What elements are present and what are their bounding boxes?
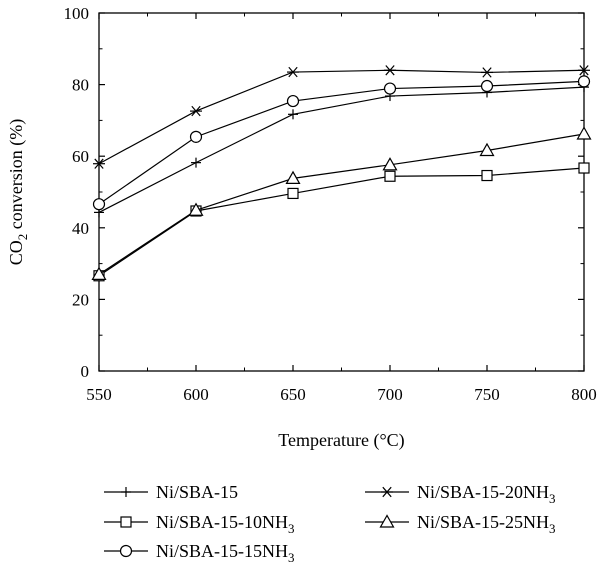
- data-point-s1-600: [191, 157, 201, 168]
- series-4: [93, 65, 590, 169]
- legend-label: Ni/SBA-15-15NH3: [156, 541, 295, 565]
- legend-label: Ni/SBA-15: [156, 482, 238, 502]
- series-line-5: [98, 133, 585, 275]
- data-point-s3-550: [92, 198, 106, 211]
- data-point-s3-650: [286, 94, 300, 108]
- legend-item-3: Ni/SBA-15-15NH3: [104, 541, 295, 565]
- series-3: [92, 75, 591, 211]
- legend-label: Ni/SBA-15-25NH3: [417, 512, 556, 536]
- x-tick-label-550: 550: [86, 385, 112, 404]
- data-point-s5-800: [576, 126, 592, 140]
- data-point-s2-800: [578, 162, 590, 174]
- legend-item-4: Ni/SBA-15-20NH3: [365, 482, 556, 506]
- data-point-s4-800: [578, 65, 590, 76]
- legend-item-2: Ni/SBA-15-10NH3: [104, 512, 295, 536]
- x-tick-label-800: 800: [571, 385, 597, 404]
- series-line-1: [98, 86, 585, 213]
- data-point-s2-750: [481, 169, 493, 182]
- y-tick-label-20: 20: [72, 290, 89, 309]
- x-tick-label-650: 650: [280, 385, 306, 404]
- plot-frame: [98, 12, 585, 372]
- y-tick-label-60: 60: [72, 147, 89, 166]
- data-point-s4-600: [190, 105, 202, 117]
- legend-item-5: Ni/SBA-15-25NH3: [365, 512, 556, 536]
- data-point-s5-700: [382, 157, 398, 171]
- series-line-2: [98, 167, 585, 277]
- x-tick-label-700: 700: [377, 385, 403, 404]
- legend-item-1: Ni/SBA-15: [104, 482, 238, 502]
- legend-marker: [120, 516, 132, 528]
- y-tick-label-40: 40: [72, 219, 89, 238]
- data-point-s5-750: [479, 142, 495, 157]
- data-point-s3-750: [480, 79, 494, 93]
- legend-marker: [381, 486, 393, 498]
- series-line-4: [98, 69, 585, 165]
- series-layer: [91, 65, 592, 282]
- legend-marker: [379, 514, 395, 528]
- series-5: [91, 126, 592, 280]
- data-point-s5-650: [285, 170, 301, 184]
- x-axis-title: Temperature (°C): [278, 430, 404, 451]
- data-point-s1-650: [288, 109, 298, 120]
- series-2: [93, 162, 590, 282]
- x-tick-label-750: 750: [474, 385, 500, 404]
- legend-marker: [121, 487, 131, 497]
- series-line-3: [98, 80, 585, 205]
- data-point-s2-650: [287, 187, 299, 200]
- y-tick-label-100: 100: [64, 4, 90, 23]
- data-point-s4-650: [287, 66, 299, 78]
- legend-label: Ni/SBA-15-20NH3: [417, 482, 556, 506]
- data-point-s4-750: [481, 67, 493, 78]
- series-1: [94, 82, 589, 218]
- legend-label: Ni/SBA-15-10NH3: [156, 512, 295, 536]
- data-point-s3-700: [383, 82, 397, 95]
- x-tick-label-600: 600: [183, 385, 209, 404]
- data-point-s5-600: [188, 202, 204, 216]
- data-point-s2-700: [384, 170, 396, 182]
- data-point-s3-600: [189, 130, 203, 143]
- y-tick-label-0: 0: [81, 362, 90, 381]
- data-point-s4-700: [384, 65, 396, 76]
- data-point-s3-800: [577, 75, 591, 88]
- data-point-s4-550: [93, 158, 105, 169]
- axes-layer: 550 600 650 700 750 800 0 20 40 60 80 100 Temperatur…: [6, 4, 597, 451]
- legend: Ni/SBA-15 Ni/SBA-15-10NH3 Ni/SBA-15-15NH3 N…: [104, 482, 556, 565]
- y-tick-label-80: 80: [72, 76, 89, 95]
- legend-marker: [119, 544, 133, 558]
- y-axis-title: CO2 conversion (%): [6, 119, 30, 265]
- data-point-s5-550: [91, 266, 107, 280]
